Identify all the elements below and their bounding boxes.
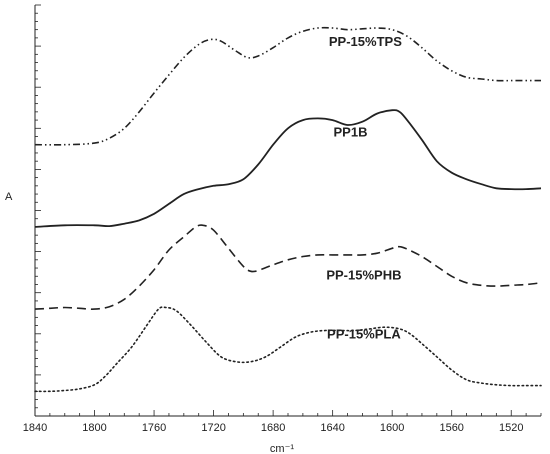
series-lines bbox=[34, 26, 542, 393]
x-tick-label: 1680 bbox=[261, 422, 285, 434]
x-tick-label: 1560 bbox=[439, 422, 463, 434]
series-line-1 bbox=[34, 109, 542, 228]
series-label-3: PP-15%PLA bbox=[327, 327, 401, 342]
series-line-0 bbox=[34, 26, 541, 146]
y-axis-ticks bbox=[35, 4, 41, 417]
series-label-2: PP-15%PHB bbox=[326, 268, 401, 283]
series-labels: PP-15%TPS PP1B PP-15%PHB PP-15%PLA bbox=[326, 34, 402, 342]
x-tick-label: 1720 bbox=[201, 422, 225, 434]
x-tick-label: 1800 bbox=[82, 422, 106, 434]
series-line-2 bbox=[34, 224, 542, 310]
plot-frame bbox=[34, 5, 541, 417]
x-tick-label: 1640 bbox=[320, 422, 344, 434]
x-tick-label: 1520 bbox=[499, 422, 523, 434]
series-label-1: PP1B bbox=[334, 125, 368, 140]
series-label-0: PP-15%TPS bbox=[329, 34, 402, 49]
y-axis-label: A bbox=[5, 191, 13, 203]
series-line-3 bbox=[34, 306, 542, 393]
x-tick-label: 1760 bbox=[142, 422, 166, 434]
x-axis-tick-labels: 1840 1800 1760 1720 1680 1640 1600 1560 1520 bbox=[23, 422, 524, 434]
x-axis-ticks bbox=[34, 410, 542, 416]
x-tick-label: 1840 bbox=[23, 422, 47, 434]
x-tick-label: 1600 bbox=[380, 422, 404, 434]
x-axis-label: cm⁻¹ bbox=[270, 443, 294, 454]
